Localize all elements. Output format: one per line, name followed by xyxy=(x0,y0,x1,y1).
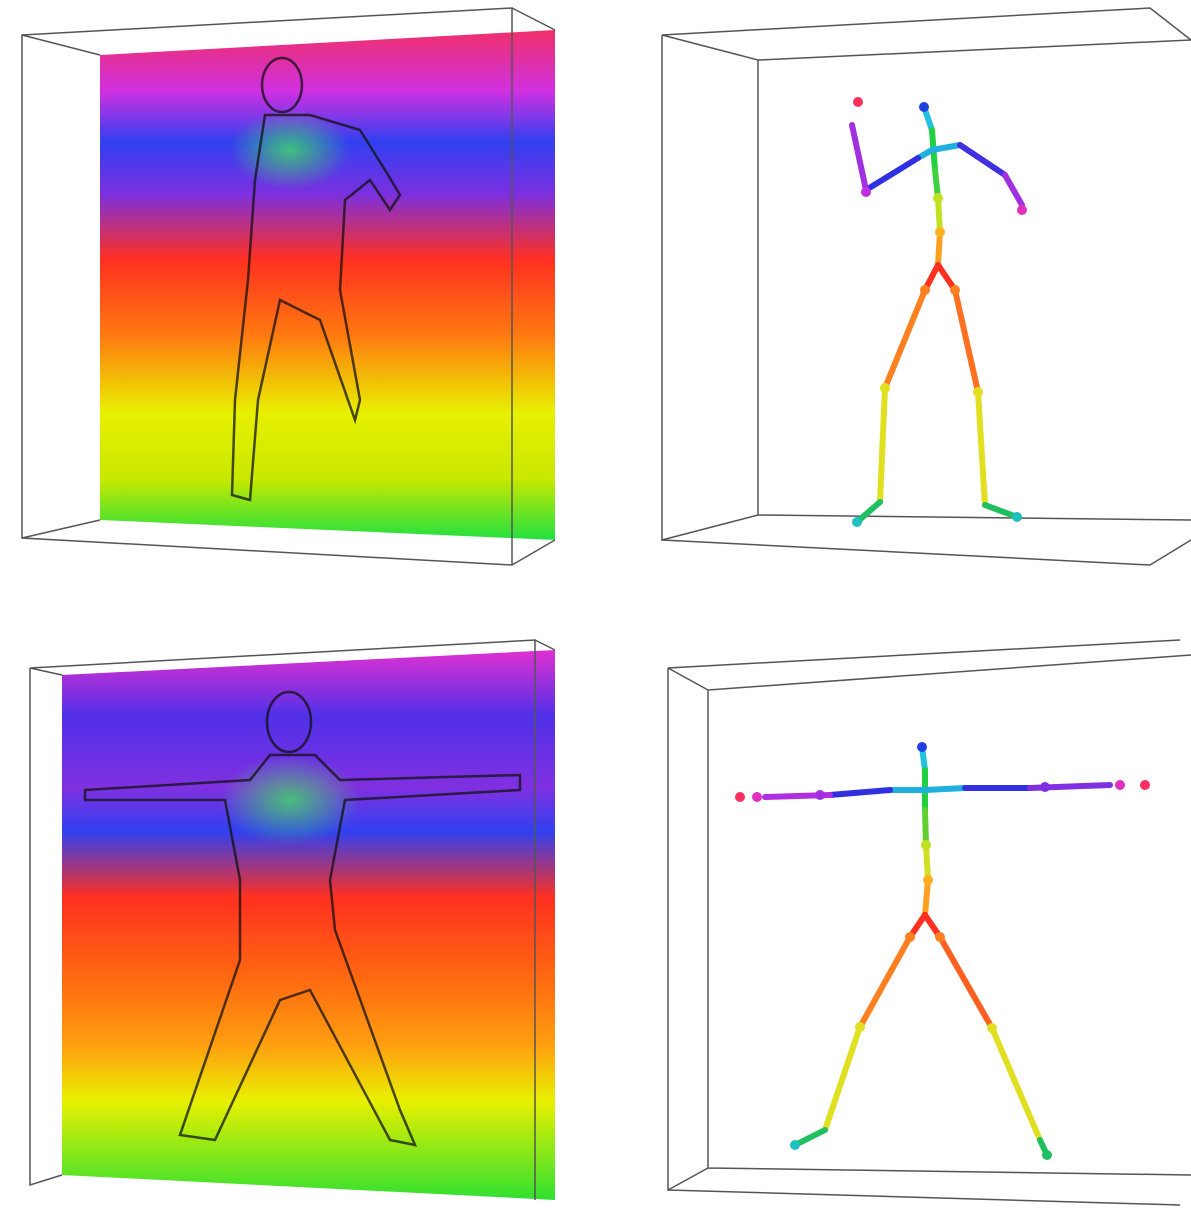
panel-skeleton-bottom xyxy=(668,640,1191,1205)
joints xyxy=(852,97,1027,527)
panel-mesh-bottom xyxy=(30,640,555,1200)
panel-skeleton-top xyxy=(662,8,1191,565)
heatmap xyxy=(100,30,555,540)
skeleton xyxy=(852,107,1022,522)
panel-mesh-top xyxy=(22,8,555,565)
figure xyxy=(0,0,1191,1208)
page xyxy=(0,0,1191,1208)
joints xyxy=(735,742,1150,1160)
skeleton xyxy=(765,747,1110,1155)
